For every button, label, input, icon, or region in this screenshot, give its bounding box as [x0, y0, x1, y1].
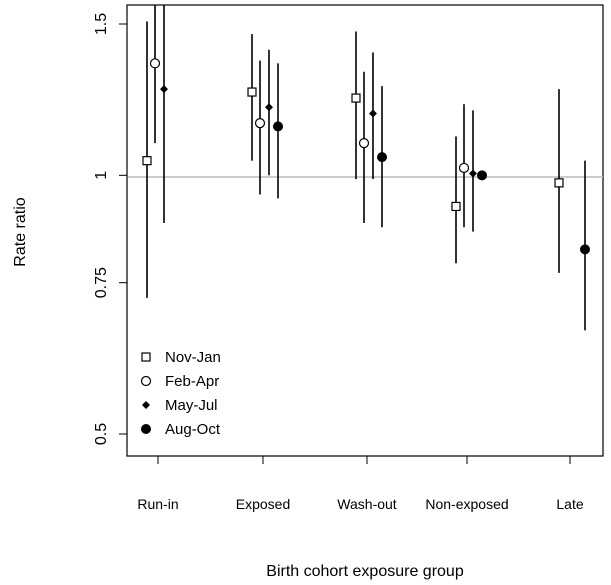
legend-marker [141, 352, 151, 362]
y-tick-label: 0.75 [93, 267, 110, 298]
data-point [377, 152, 387, 163]
y-tick-label: 0.5 [93, 423, 110, 445]
data-point [351, 93, 361, 103]
y-axis-title: Rate ratio [12, 197, 29, 266]
x-tick-label: Non-exposed [425, 496, 508, 512]
x-tick-label: Exposed [236, 496, 290, 512]
data-point [358, 138, 370, 149]
y-tick-label: 1.5 [93, 13, 110, 35]
data-point [469, 169, 477, 178]
legend-label: Aug-Oct [165, 421, 221, 438]
x-axis: Run-in Exposed Wash-out Non-exposed Late [137, 456, 584, 512]
data-point [160, 85, 168, 94]
x-tick-label: Late [556, 496, 583, 512]
data-marks [142, 5, 590, 331]
data-point [580, 244, 590, 255]
legend-label: Nov-Jan [165, 349, 221, 366]
legend: Nov-Jan Feb-Apr May-Jul Aug-Oct [140, 349, 221, 438]
y-tick-label: 1 [93, 171, 110, 180]
data-point [477, 170, 487, 181]
legend-label: May-Jul [165, 397, 218, 414]
legend-marker [142, 401, 150, 409]
data-point [451, 201, 461, 212]
x-axis-title: Birth cohort exposure group [266, 563, 464, 580]
data-point [142, 156, 152, 166]
data-point [554, 178, 564, 188]
data-point [247, 87, 257, 97]
data-point [273, 121, 283, 132]
x-tick-label: Wash-out [337, 496, 397, 512]
x-tick-label: Run-in [137, 496, 178, 512]
data-point [254, 118, 266, 129]
data-point [149, 58, 161, 69]
legend-marker [141, 424, 151, 434]
data-point [458, 162, 470, 174]
data-point [265, 103, 273, 112]
data-point [369, 109, 377, 118]
y-axis: 0.5 0.75 1 1.5 [93, 13, 128, 445]
legend-label: Feb-Apr [165, 373, 219, 390]
legend-marker [140, 375, 152, 387]
